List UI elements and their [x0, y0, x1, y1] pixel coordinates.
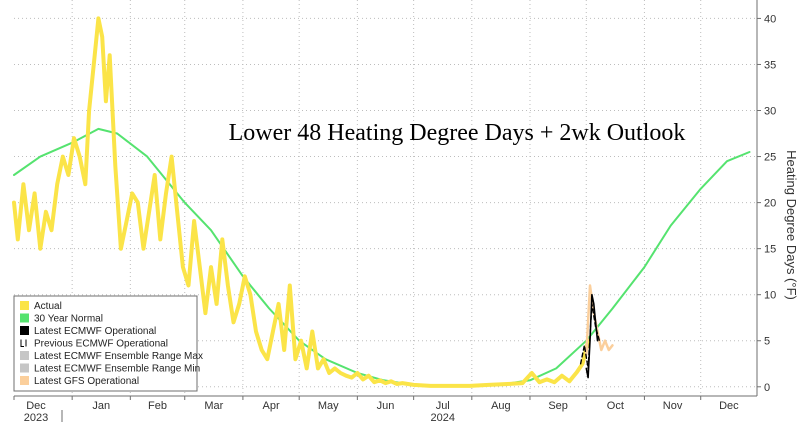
legend-swatch-latest-ecmwf-operational [20, 326, 29, 335]
axes [14, 0, 758, 397]
x-year-label: 2023 [24, 412, 48, 423]
x-tick-label: Jan [92, 400, 110, 412]
x-tick-label: Dec [26, 400, 46, 412]
series-line-latest-ecmwf-operational [585, 293, 599, 379]
legend-label-latest-ecmwf-ensemble-range-min: Latest ECMWF Ensemble Range Min [34, 364, 200, 375]
legend-label-actual: Actual [34, 301, 62, 312]
y-tick-label: 15 [764, 244, 776, 256]
legend-label-latest-ecmwf-operational: Latest ECMWF Operational [34, 326, 156, 337]
chart-title: Lower 48 Heating Degree Days + 2wk Outlo… [229, 120, 686, 146]
y-tick-label: 0 [764, 382, 770, 394]
x-tick-label: Aug [491, 400, 511, 412]
x-tick-label: Dec [719, 400, 739, 412]
series-line-actual [12, 16, 591, 388]
legend-swatch-latest-ecmwf-ensemble-range-max [20, 351, 29, 360]
legend-box [13, 295, 198, 392]
legend-swatch-30-year-normal [20, 313, 29, 323]
y-tick-label: 5 [764, 336, 770, 348]
legend-swatch-actual [20, 301, 29, 310]
y-tick-label: 10 [764, 290, 776, 302]
y-tick-label: 40 [764, 13, 776, 25]
x-year-label: 2024 [430, 412, 454, 423]
y-tick-labels: 0 5 10 15 20 25 30 35 40 [757, 13, 776, 394]
y-tick-label: 25 [764, 152, 776, 164]
x-tick-label: May [318, 400, 339, 412]
x-tick-label: Jun [377, 400, 395, 412]
legend-label-latest-ecmwf-ensemble-range-max: Latest ECMWF Ensemble Range Max [34, 351, 203, 362]
legend-swatch-previous-ecmwf-operational [20, 339, 27, 347]
y-tick-label: 30 [764, 106, 776, 118]
legend-swatch-latest-ecmwf-ensemble-range-min [20, 363, 29, 373]
y-tick-label: 35 [764, 59, 776, 71]
x-tick-label: Sep [548, 400, 568, 412]
x-tick-label: Jul [436, 400, 450, 412]
x-tick-label: Apr [262, 400, 279, 412]
x-tick-label: Feb [148, 400, 167, 412]
y-tick-label: 20 [764, 198, 776, 210]
legend-label-previous-ecmwf-operational: Previous ECMWF Operational [34, 339, 168, 350]
legend-label-30-year-normal: 30 Year Normal [34, 314, 103, 325]
x-tick-label: Mar [204, 400, 223, 412]
x-tick-label: Oct [607, 400, 624, 412]
legend-label-latest-gfs-operational: Latest GFS Operational [34, 376, 139, 387]
y-axis-label: Heating Degree Days (°F) [784, 150, 799, 300]
legend-swatch-latest-gfs-operational [20, 376, 29, 385]
x-tick-label: Nov [663, 400, 683, 412]
series-lines [12, 16, 751, 388]
